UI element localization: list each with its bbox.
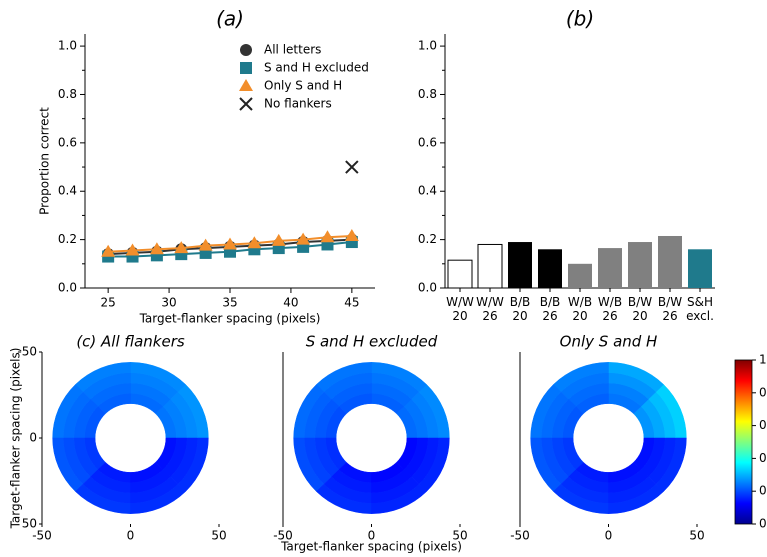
marker [198,238,213,251]
marker [296,232,311,245]
y-tick-label: 50 [22,517,37,531]
marker [240,62,252,74]
panel-title: Only S and H [560,333,658,351]
x-tick-label: B/B 20 [510,295,531,323]
colorbar-tick-label: 1.0 [759,353,767,367]
colorbar-tick-label: 0.6 [759,418,767,432]
x-tick-label: 25 [101,296,116,310]
x-tick-label: 40 [283,296,298,310]
legend-label: Only S and H [264,79,342,93]
x-tick-label: -50 [32,529,52,543]
bar [477,243,503,289]
y-tick-label: 0.6 [418,135,437,149]
marker [126,250,139,263]
colorbar [734,359,753,525]
y-tick-label: 0.8 [418,87,437,101]
y-tick-label: 0.0 [418,281,437,295]
x-tick-label: 30 [161,296,176,310]
bar [598,248,622,288]
marker [240,44,252,56]
y-tick-label: 0.4 [58,184,77,198]
x-tick-label: 50 [452,529,467,543]
x-axis-label: Target-flanker spacing (pixels) [280,540,462,554]
x-tick-label: 0 [368,529,376,543]
marker [101,244,116,257]
y-tick-label: 0.8 [58,87,77,101]
marker [149,242,164,255]
x-tick-label: -50 [510,529,530,543]
x-axis-label: Target-flanker spacing (pixels) [139,312,321,326]
x-tick-label: B/W 26 [658,295,682,323]
panel-title: (a) [216,7,244,31]
x-tick-label: S&H excl. [686,295,714,323]
panel-title: (c) All flankers [76,333,185,351]
colorbar-tick-label: 0.4 [759,451,767,465]
y-tick-label: -50 [17,345,37,359]
y-tick-label: 0.2 [58,232,77,246]
bar [688,249,712,288]
heat-cell [655,437,687,492]
marker [320,230,335,243]
heat-cell [177,437,209,492]
x-tick-label: 45 [344,296,359,310]
x-tick-label: 0 [127,529,135,543]
x-tick-label: B/W 20 [628,295,652,323]
x-tick-label: W/W 26 [476,295,504,323]
marker [239,97,253,111]
marker [223,237,237,250]
bar [628,242,652,288]
x-tick-label: 50 [689,529,704,543]
y-tick-label: 0.6 [58,135,77,149]
x-tick-label: 35 [222,296,237,310]
x-tick-label: W/B 20 [568,295,592,323]
y-tick-label: 0.0 [58,281,77,295]
colorbar-tick-label: 0.0 [759,517,767,531]
bar [538,249,562,288]
marker [150,249,163,262]
bar [658,235,682,288]
marker [345,160,359,174]
legend-label: S and H excluded [264,61,369,75]
legend-label: No flankers [264,97,332,111]
bar [447,259,473,289]
colorbar-tick-label: 0.2 [759,484,767,498]
x-tick-label: 50 [211,529,226,543]
y-tick-label: 1.0 [58,39,77,53]
colorbar-tick-label: 0.8 [759,385,767,399]
y-axis-label: Target-flanker spacing (pixels) [9,348,23,530]
marker [344,228,359,241]
y-tick-label: 1.0 [418,39,437,53]
bar [568,263,592,288]
marker [239,79,253,91]
marker [271,233,286,246]
y-tick-label: 0 [29,431,37,445]
legend-label: All letters [264,43,321,57]
x-tick-label: 0 [605,529,613,543]
x-tick-label: W/B 26 [598,295,622,323]
y-axis-label: Proportion correct [38,107,52,215]
x-tick-label: -50 [273,529,293,543]
heat-cell [418,437,450,492]
y-tick-label: 0.2 [418,232,437,246]
marker [247,236,262,249]
marker [125,243,140,256]
panel-title: (b) [566,7,594,31]
y-tick-label: 0.4 [418,184,437,198]
x-tick-label: W/W 20 [446,295,474,323]
bar [508,242,532,288]
x-tick-label: B/B 26 [540,295,561,323]
panel-title: S and H excluded [306,333,438,351]
marker [174,241,189,254]
